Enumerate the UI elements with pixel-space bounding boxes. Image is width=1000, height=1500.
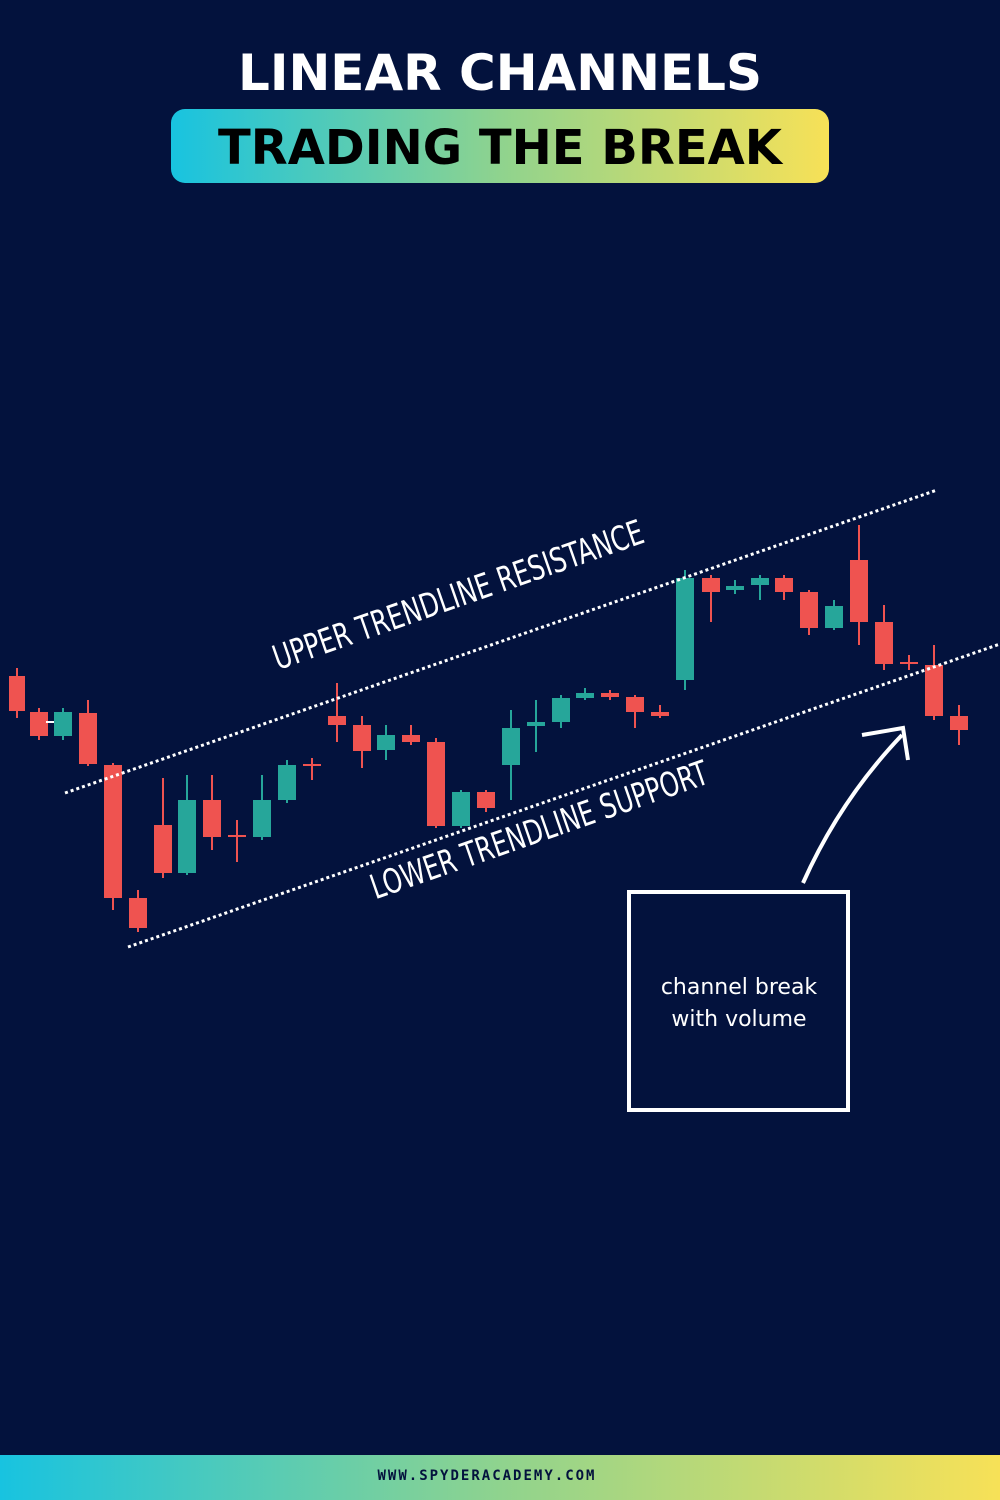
footer-url: WWW.SPYDERACADEMY.COM: [377, 1468, 596, 1484]
lower-trendline: [127, 642, 1000, 949]
arrow-head: [861, 725, 910, 761]
footer-bar: [0, 1455, 1000, 1500]
arrow: [801, 733, 904, 884]
upper-trendline: [64, 488, 938, 795]
callout-text: with volume: [671, 1007, 806, 1032]
subtitle-pill: [171, 109, 829, 183]
callout-box: [627, 890, 850, 1112]
candles: [9, 525, 968, 932]
callout-text: channel break: [661, 975, 818, 1000]
title: LINEAR CHANNELS: [238, 44, 762, 102]
subtitle: TRADING THE BREAK: [218, 120, 784, 176]
